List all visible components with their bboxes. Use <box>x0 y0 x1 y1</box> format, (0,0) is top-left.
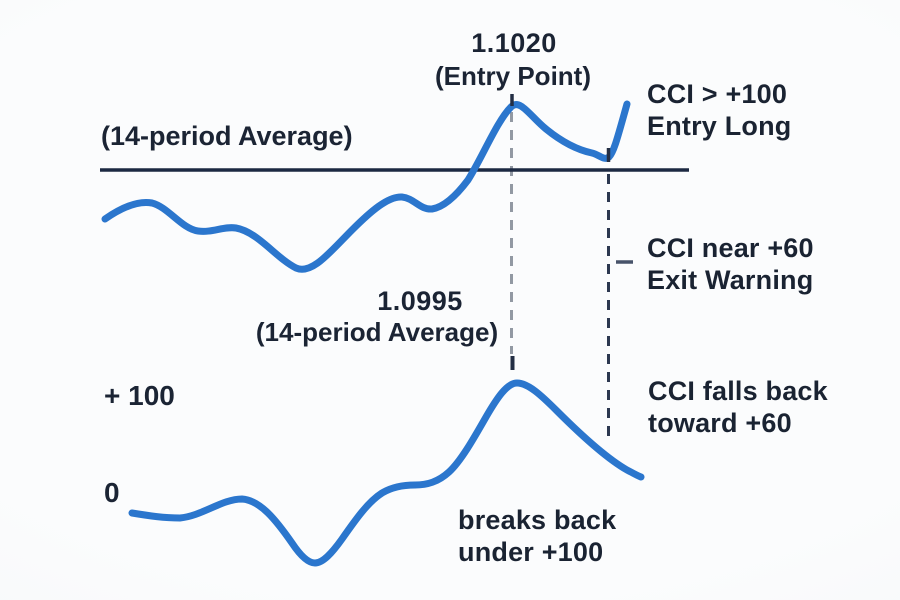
exit-warning-note: CCI near +60 Exit Warning <box>647 232 814 296</box>
price-curve <box>101 100 631 273</box>
exit-warning-note-line2: Exit Warning <box>647 265 814 295</box>
cci-falls-note-line1: CCI falls back <box>648 376 828 406</box>
cci-falls-note: CCI falls back toward +60 <box>648 375 828 439</box>
exit-warning-note-line1: CCI near +60 <box>647 233 814 263</box>
breaks-under-note-line1: breaks back <box>458 505 617 535</box>
entry-price-caption: (Entry Point) <box>435 61 591 91</box>
breaks-under-note: breaks back under +100 <box>458 504 616 568</box>
ma-line-caption: (14-period Average) <box>101 121 353 151</box>
cci-zero-label: 0 <box>104 477 120 508</box>
ma-price-value: 1.0995 <box>377 286 463 316</box>
cci-falls-note-line2: toward +60 <box>648 408 792 438</box>
entry-long-note-line2: Entry Long <box>647 111 792 141</box>
cci-curve <box>128 379 645 567</box>
entry-price-value: 1.1020 <box>471 28 557 58</box>
cci-plus100-label: + 100 <box>104 380 175 411</box>
entry-long-note-line1: CCI > +100 <box>647 79 788 109</box>
breaks-under-note-line2: under +100 <box>458 537 604 567</box>
entry-long-note: CCI > +100 Entry Long <box>647 78 792 142</box>
ma-price-caption: (14-period Average) <box>255 317 499 347</box>
